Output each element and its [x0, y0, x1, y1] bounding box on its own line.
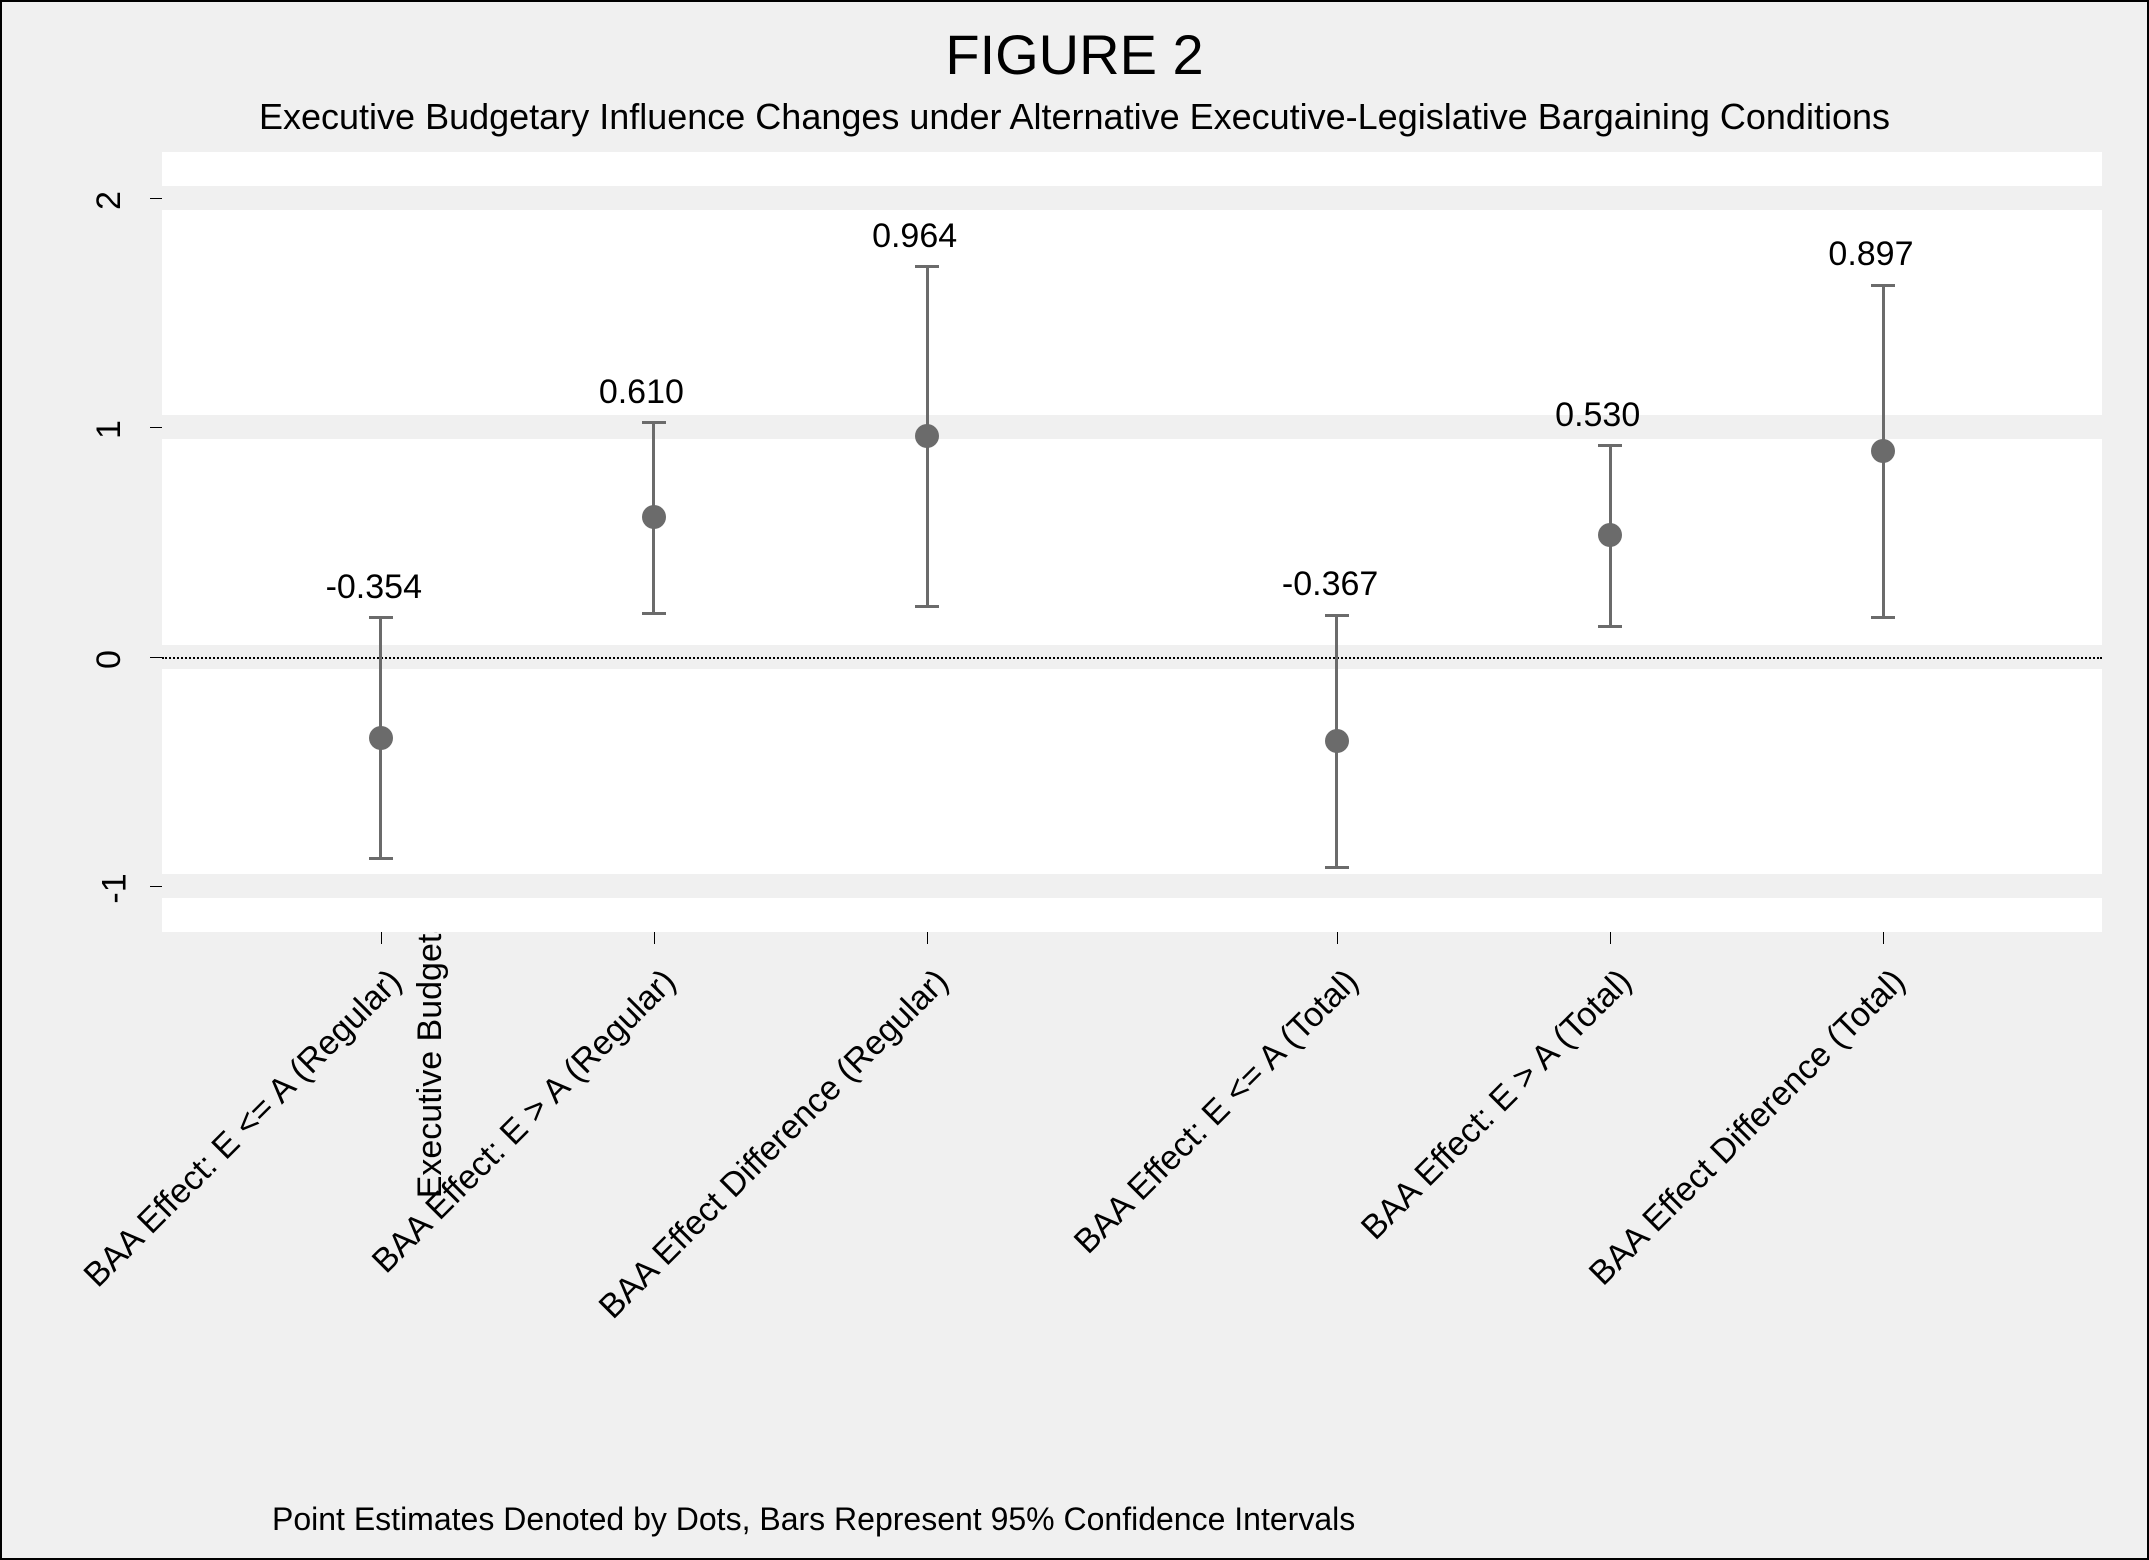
- ytick-mark: [150, 198, 162, 199]
- ytick-label: 0: [90, 650, 129, 669]
- xtick-label: BAA Effect Difference (Total): [1582, 962, 1913, 1293]
- point-estimate-dot: [1325, 729, 1349, 753]
- ci-cap: [1325, 614, 1349, 617]
- point-estimate-dot: [642, 505, 666, 529]
- ci-cap: [915, 605, 939, 608]
- figure-container: FIGURE 2 Executive Budgetary Influence C…: [0, 0, 2149, 1560]
- ytick-label: 2: [90, 191, 129, 210]
- xtick-label: BAA Effect: E <= A (Regular): [77, 962, 410, 1295]
- ytick-mark: [150, 886, 162, 887]
- point-estimate-label: -0.367: [1282, 565, 1378, 604]
- ci-cap: [1871, 284, 1895, 287]
- figure-subtitle: Executive Budgetary Influence Changes un…: [2, 96, 2147, 138]
- zero-reference-line: [162, 657, 2102, 659]
- figure-title: FIGURE 2: [2, 22, 2147, 87]
- plot-area: -0.354 0.610 0.964 -0.367 0.530 0.897: [162, 152, 2102, 932]
- figure-footnote: Point Estimates Denoted by Dots, Bars Re…: [272, 1501, 1355, 1538]
- point-estimate-dot: [915, 424, 939, 448]
- point-estimate-dot: [369, 726, 393, 750]
- xtick-mark: [1337, 932, 1338, 944]
- point-estimate-label: 0.530: [1555, 396, 1640, 435]
- ci-cap: [1325, 866, 1349, 869]
- xtick-mark: [1610, 932, 1611, 944]
- xtick-label: BAA Effect: E > A (Total): [1354, 962, 1640, 1248]
- ytick-mark: [150, 657, 162, 658]
- point-estimate-label: 0.964: [872, 217, 957, 256]
- xtick-mark: [927, 932, 928, 944]
- point-estimate-label: -0.354: [326, 568, 422, 607]
- gridline: [162, 874, 2102, 898]
- point-estimate-label: 0.610: [599, 373, 684, 412]
- xtick-mark: [654, 932, 655, 944]
- ci-cap: [1598, 444, 1622, 447]
- ci-cap: [1598, 625, 1622, 628]
- ytick-mark: [150, 427, 162, 428]
- ci-cap: [915, 265, 939, 268]
- gridline: [162, 186, 2102, 210]
- ytick-label: 1: [90, 420, 129, 439]
- xtick-mark: [1883, 932, 1884, 944]
- ci-cap: [369, 857, 393, 860]
- xtick-label: BAA Effect: E <= A (Total): [1067, 962, 1367, 1262]
- xtick-mark: [381, 932, 382, 944]
- ytick-label: -1: [96, 873, 135, 903]
- point-estimate-dot: [1871, 439, 1895, 463]
- ci-cap: [1871, 616, 1895, 619]
- ci-cap: [642, 421, 666, 424]
- point-estimate-dot: [1598, 523, 1622, 547]
- ci-cap: [369, 616, 393, 619]
- ci-cap: [642, 612, 666, 615]
- point-estimate-label: 0.897: [1828, 235, 1913, 274]
- gridline: [162, 415, 2102, 439]
